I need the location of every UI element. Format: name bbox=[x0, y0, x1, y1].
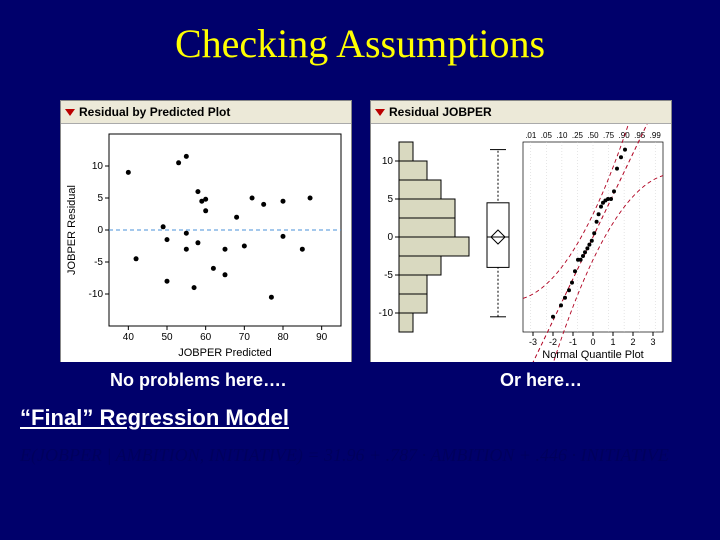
svg-text:.01: .01 bbox=[525, 131, 537, 140]
svg-text:10: 10 bbox=[92, 161, 104, 172]
caption-right: Or here… bbox=[500, 370, 582, 391]
slide-root: Checking Assumptions Residual by Predict… bbox=[0, 0, 720, 540]
regression-equation: E(JOBPER | AMBITION, INITIATIVE) = 31.96… bbox=[20, 445, 669, 466]
scatter-svg: 40 50 60 70 80 90 -10 -5 0 5 10 JOBPER Predicted JOB… bbox=[61, 124, 351, 362]
svg-text:0: 0 bbox=[387, 232, 393, 243]
svg-text:70: 70 bbox=[239, 332, 251, 343]
svg-text:.99: .99 bbox=[650, 131, 662, 140]
svg-text:1: 1 bbox=[610, 337, 615, 347]
svg-text:10: 10 bbox=[382, 156, 394, 167]
svg-text:.75: .75 bbox=[603, 131, 615, 140]
svg-text:-10: -10 bbox=[89, 289, 104, 300]
svg-text:JOBPER Predicted: JOBPER Predicted bbox=[178, 347, 272, 359]
dist-svg: -10-50510.01.05.10.25.50.75.90.95.99-3-2… bbox=[371, 124, 671, 362]
svg-text:90: 90 bbox=[316, 332, 328, 343]
svg-text:5: 5 bbox=[97, 193, 103, 204]
svg-text:Normal Quantile Plot: Normal Quantile Plot bbox=[542, 349, 644, 361]
slide-title: Checking Assumptions bbox=[0, 20, 720, 67]
svg-text:-2: -2 bbox=[549, 337, 557, 347]
svg-text:-5: -5 bbox=[384, 270, 393, 281]
disclosure-triangle-icon bbox=[375, 109, 385, 116]
svg-text:5: 5 bbox=[387, 194, 393, 205]
svg-text:60: 60 bbox=[200, 332, 212, 343]
svg-text:40: 40 bbox=[123, 332, 135, 343]
svg-text:.25: .25 bbox=[572, 131, 584, 140]
panel-title: Residual by Predicted Plot bbox=[79, 105, 230, 119]
panel-title-bar: Residual JOBPER bbox=[371, 101, 671, 124]
svg-text:3: 3 bbox=[650, 337, 655, 347]
disclosure-triangle-icon bbox=[65, 109, 75, 116]
panel-title: Residual JOBPER bbox=[389, 105, 492, 119]
svg-text:50: 50 bbox=[161, 332, 173, 343]
svg-text:-3: -3 bbox=[529, 337, 537, 347]
svg-text:0: 0 bbox=[97, 225, 103, 236]
scatter-plot-body: 40 50 60 70 80 90 -10 -5 0 5 10 JOBPER Predicted JOB… bbox=[61, 124, 351, 362]
svg-text:.95: .95 bbox=[634, 131, 646, 140]
panel-title-bar: Residual by Predicted Plot bbox=[61, 101, 351, 124]
residual-jobper-panel: Residual JOBPER -10-50510.01.05.10.25.50… bbox=[370, 100, 672, 362]
svg-text:0: 0 bbox=[590, 337, 595, 347]
final-regression-title: “Final” Regression Model bbox=[20, 405, 289, 431]
svg-text:-5: -5 bbox=[94, 257, 103, 268]
residual-predicted-panel: Residual by Predicted Plot 405060708090-… bbox=[60, 100, 352, 362]
dist-plot-body: -10-50510.01.05.10.25.50.75.90.95.99-3-2… bbox=[371, 124, 671, 362]
svg-text:-1: -1 bbox=[569, 337, 577, 347]
svg-text:.10: .10 bbox=[556, 131, 568, 140]
svg-text:2: 2 bbox=[630, 337, 635, 347]
svg-text:.50: .50 bbox=[587, 131, 599, 140]
svg-text:JOBPER Residual: JOBPER Residual bbox=[66, 185, 78, 275]
svg-text:80: 80 bbox=[277, 332, 289, 343]
svg-text:-10: -10 bbox=[379, 308, 394, 319]
caption-left: No problems here…. bbox=[110, 370, 286, 391]
svg-text:.05: .05 bbox=[541, 131, 553, 140]
